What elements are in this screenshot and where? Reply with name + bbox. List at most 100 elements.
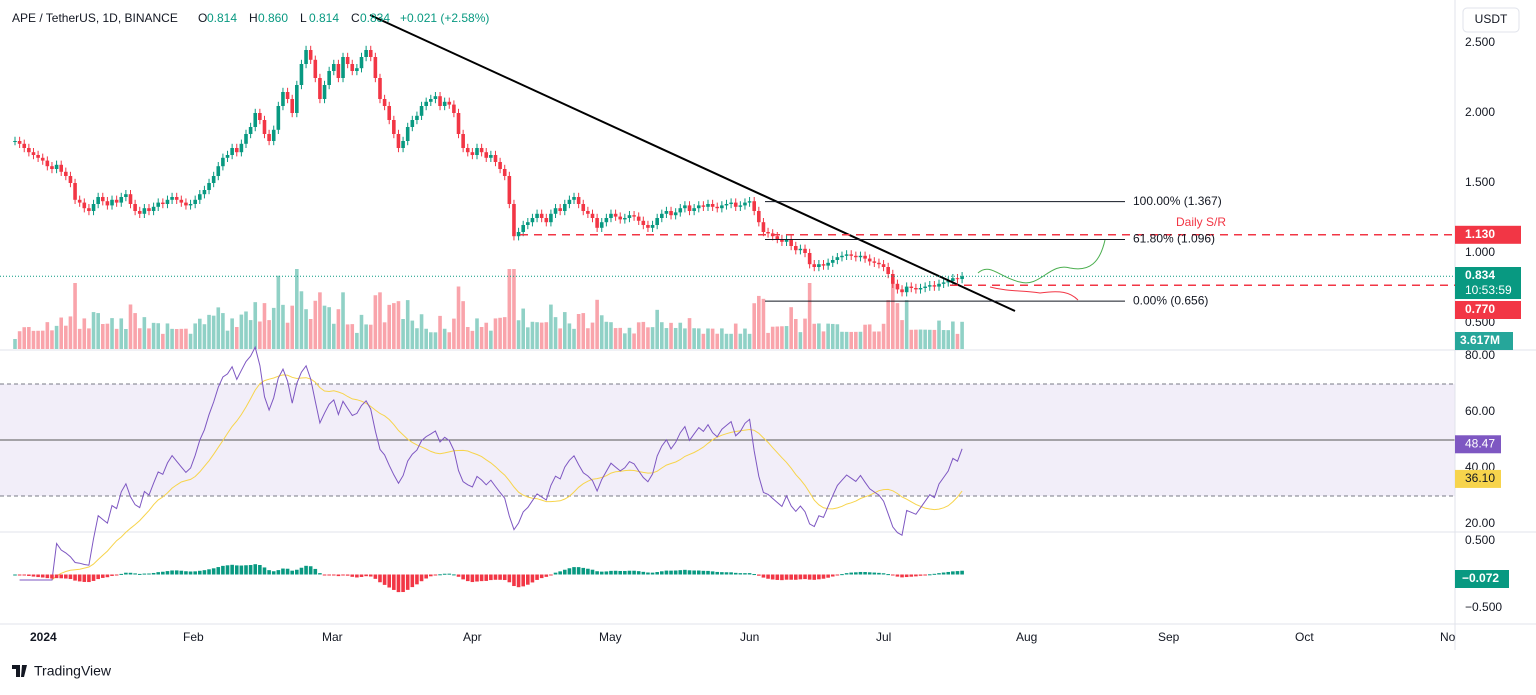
macd-bar xyxy=(664,570,669,575)
macd-bar xyxy=(687,570,692,575)
candle-body xyxy=(858,255,863,258)
volume-bar xyxy=(128,304,133,349)
volume-bar xyxy=(91,312,96,349)
macd-bar xyxy=(438,574,442,576)
candle-body xyxy=(493,155,498,162)
macd-bar xyxy=(207,569,211,575)
macd-bar xyxy=(724,572,729,575)
candle-body xyxy=(881,264,886,267)
macd-bar xyxy=(951,571,955,575)
volume-bar xyxy=(290,305,294,349)
volume-bar xyxy=(378,292,382,349)
macd-bar xyxy=(549,574,553,576)
macd-bar xyxy=(821,574,826,579)
candle-body xyxy=(636,216,641,221)
candle-body xyxy=(844,254,849,256)
candle-body xyxy=(715,206,720,209)
candle-body xyxy=(396,134,401,148)
candle-body xyxy=(817,264,821,267)
volume-bar xyxy=(295,269,299,349)
candle-body xyxy=(401,141,405,148)
candle-body xyxy=(484,152,489,158)
macd-bar xyxy=(609,570,613,575)
macd-bar xyxy=(258,565,262,575)
volume-bar xyxy=(669,322,673,349)
candle-body xyxy=(410,120,415,127)
macd-bar xyxy=(165,571,170,575)
volume-bar xyxy=(40,330,45,349)
candle-body xyxy=(27,148,31,153)
volume-bar xyxy=(207,314,211,349)
volume-bar xyxy=(133,313,137,349)
volume-bar xyxy=(789,307,793,349)
candle-body xyxy=(350,64,355,71)
volume-bar xyxy=(179,328,184,349)
macd-bar xyxy=(586,568,590,575)
candle-body xyxy=(59,164,63,172)
volume-bar xyxy=(68,316,73,349)
volume-bar xyxy=(59,317,63,349)
volume-bar xyxy=(188,333,193,349)
candle-body xyxy=(830,260,835,263)
candle-body xyxy=(798,248,803,251)
macd-bar xyxy=(544,574,549,577)
volume-bar xyxy=(198,318,202,349)
candle-body xyxy=(355,68,359,71)
volume-bar xyxy=(858,331,863,349)
candle-body xyxy=(318,78,322,99)
macd-bar xyxy=(216,567,221,575)
macd-bar xyxy=(184,571,188,575)
volume-bar xyxy=(336,309,341,349)
volume-bar xyxy=(170,328,174,349)
candle-body xyxy=(461,134,465,148)
macd-bar xyxy=(461,574,465,580)
candle-body xyxy=(91,204,96,211)
volume-bar xyxy=(392,303,396,349)
volume-bar xyxy=(914,329,918,349)
volume-bar xyxy=(230,318,234,349)
candle-body xyxy=(475,148,479,155)
macd-bar xyxy=(900,574,904,578)
candle-body xyxy=(733,202,738,207)
volume-bar xyxy=(327,307,331,349)
volume-bar xyxy=(775,326,780,349)
volume-bar xyxy=(401,319,405,349)
candle-body xyxy=(364,50,368,57)
candle-body xyxy=(544,218,549,223)
volume-bar xyxy=(493,318,498,349)
volume-bar xyxy=(419,314,424,349)
volume-bar xyxy=(692,328,696,349)
volume-bar xyxy=(960,321,964,349)
candle-body xyxy=(281,92,285,106)
time-label: Feb xyxy=(183,630,204,644)
macd-bar xyxy=(539,574,544,579)
macd-bar xyxy=(452,574,456,576)
macd-bar xyxy=(27,574,31,576)
macd-bar xyxy=(595,571,599,575)
macd-bar xyxy=(36,574,40,578)
volume-bar xyxy=(350,324,355,349)
volume-bar xyxy=(817,323,821,349)
macd-bar xyxy=(793,574,798,580)
candle-body xyxy=(22,143,27,148)
macd-bar xyxy=(262,567,267,575)
volume-bar xyxy=(909,329,914,349)
plot xyxy=(13,45,964,349)
macd-bar xyxy=(955,571,960,575)
macd-bar xyxy=(895,574,900,577)
macd-bar xyxy=(604,571,609,575)
currency[interactable]: USDT xyxy=(1475,12,1508,26)
currency-button[interactable] xyxy=(1462,7,1520,33)
volume-bar xyxy=(706,328,710,349)
macd-bar xyxy=(465,574,470,582)
macd-bar xyxy=(276,570,281,575)
macd-bar xyxy=(133,573,137,575)
macd-bar xyxy=(512,574,516,587)
candle-body xyxy=(789,239,793,246)
macd-bar xyxy=(516,574,521,588)
volume-bar xyxy=(738,333,743,349)
candle-body xyxy=(669,211,673,216)
volume-bar xyxy=(31,330,36,349)
macd-bar xyxy=(812,574,817,580)
volume-bar xyxy=(82,318,87,349)
